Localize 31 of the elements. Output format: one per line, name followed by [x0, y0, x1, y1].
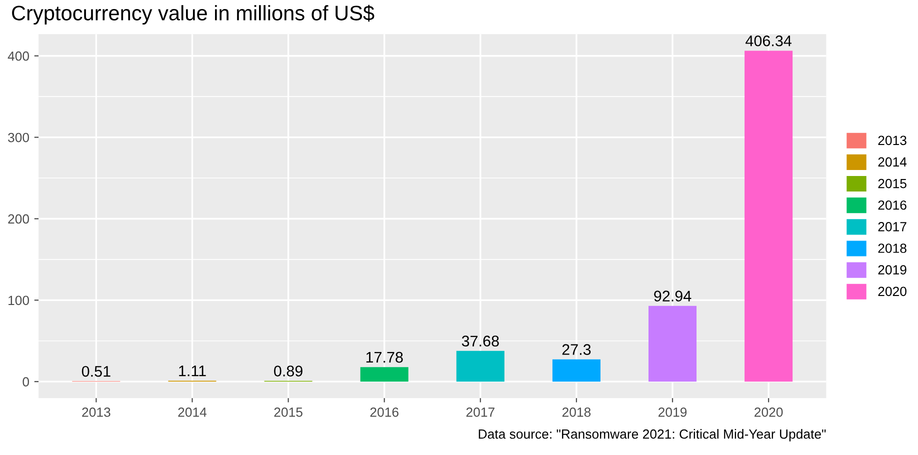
legend-label: 2015	[878, 178, 906, 188]
y-tick-label: 0	[22, 377, 30, 387]
data-label: 0.89	[274, 366, 302, 376]
data-label: 406.34	[746, 35, 792, 46]
data-label: 1.11	[179, 366, 206, 376]
x-tick-label: 2019	[658, 408, 687, 417]
y-tick-label: 300	[8, 132, 30, 142]
legend-label: 2016	[878, 200, 906, 210]
y-tick-label: 100	[8, 296, 30, 306]
x-tick-label: 2017	[466, 408, 494, 417]
x-tick-label: 2018	[562, 408, 591, 417]
legend-label: 2013	[878, 136, 906, 146]
legend-label: 2020	[878, 286, 906, 296]
y-tick-label: 400	[8, 51, 30, 61]
x-tick-label: 2016	[370, 408, 398, 417]
legend-label: 2018	[878, 244, 906, 253]
data-label: 92.94	[654, 290, 692, 302]
legend-label: 2017	[878, 222, 906, 232]
legend-label: 2014	[878, 157, 907, 167]
source-note: Data source: "Ransomware 2021: Critical Mid-Year Update"	[478, 429, 826, 442]
data-label: 17.78	[366, 352, 403, 363]
y-tick-label: 200	[8, 214, 30, 224]
x-tick-label: 2013	[82, 408, 110, 417]
x-tick-label: 2015	[274, 408, 302, 417]
data-label: 0.51	[82, 366, 110, 377]
data-label: 37.68	[462, 336, 499, 346]
legend-label: 2019	[878, 265, 906, 275]
chart-title: Cryptocurrency value in millions of US$	[12, 4, 374, 25]
x-tick-label: 2020	[754, 408, 783, 417]
x-tick-label: 2014	[178, 408, 207, 417]
data-label: 27.3	[562, 344, 591, 355]
